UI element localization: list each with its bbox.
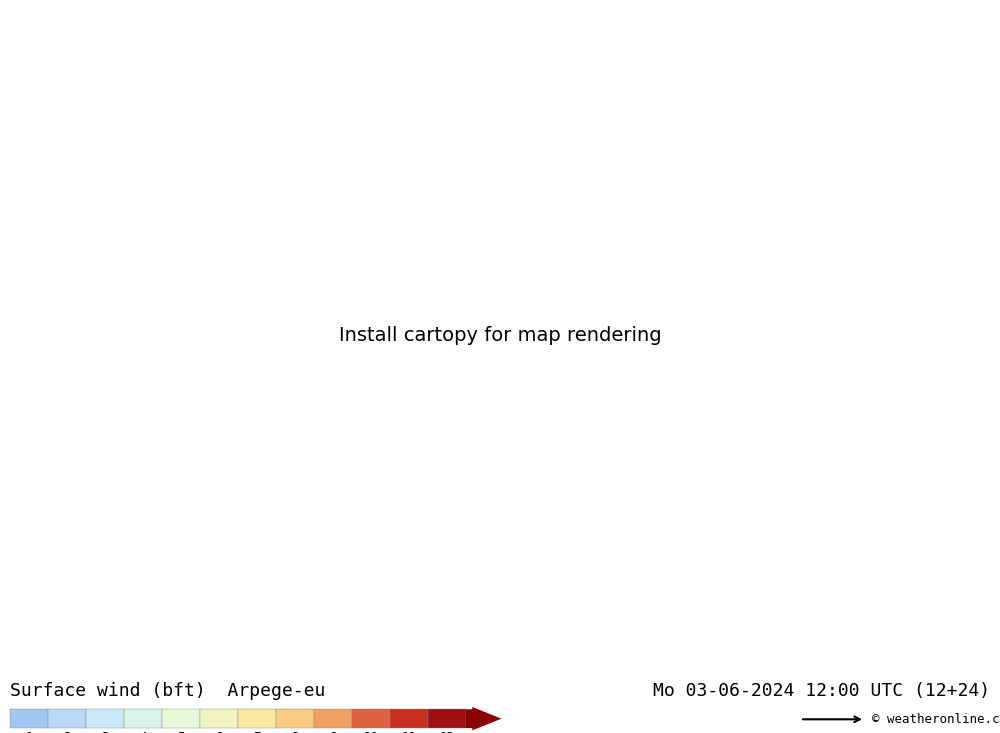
Bar (276, 710, 314, 728)
Bar (238, 710, 276, 728)
Bar (314, 710, 352, 728)
Text: 6: 6 (215, 731, 223, 733)
Bar (352, 710, 390, 728)
FancyArrow shape (466, 707, 502, 730)
Text: 4: 4 (139, 731, 147, 733)
Text: 5: 5 (177, 731, 185, 733)
Text: 7: 7 (253, 731, 261, 733)
Text: 10: 10 (364, 731, 378, 733)
Bar (48, 710, 86, 728)
Bar (86, 710, 124, 728)
Text: Surface wind (bft)  Arpege-eu: Surface wind (bft) Arpege-eu (10, 682, 325, 700)
Text: Mo 03-06-2024 12:00 UTC (12+24): Mo 03-06-2024 12:00 UTC (12+24) (653, 682, 990, 700)
Bar (428, 710, 466, 728)
Text: 3: 3 (101, 731, 109, 733)
Text: © weatheronline.co.uk: © weatheronline.co.uk (872, 712, 1000, 726)
Text: 11: 11 (402, 731, 417, 733)
Text: 12: 12 (440, 731, 454, 733)
Text: 9: 9 (329, 731, 337, 733)
Bar (390, 710, 428, 728)
Bar (162, 710, 200, 728)
Text: Install cartopy for map rendering: Install cartopy for map rendering (339, 326, 661, 345)
Text: 2: 2 (63, 731, 71, 733)
Text: 1: 1 (25, 731, 33, 733)
Text: 8: 8 (291, 731, 299, 733)
Bar (10, 710, 48, 728)
Bar (200, 710, 238, 728)
Bar (124, 710, 162, 728)
